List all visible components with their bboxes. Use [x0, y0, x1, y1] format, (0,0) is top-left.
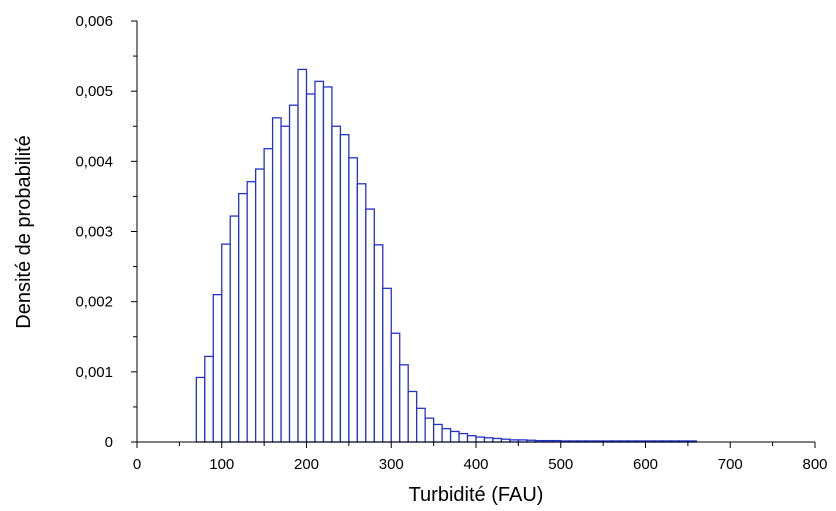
histogram-bar: [280, 125, 291, 443]
histogram-bar: [339, 134, 350, 443]
histogram-bar: [254, 168, 265, 443]
histogram-bar: [373, 244, 384, 443]
histogram-bar: [246, 181, 257, 443]
histogram-bar: [382, 287, 392, 443]
x-tick-label: 100: [209, 456, 234, 473]
histogram-bar: [229, 215, 240, 443]
x-tick-label: 600: [633, 456, 658, 473]
x-tick-label: 500: [548, 456, 573, 473]
histogram-bar: [195, 376, 206, 443]
histogram-bar: [238, 192, 248, 443]
histogram-bar: [424, 417, 435, 443]
histogram-bar: [390, 332, 401, 443]
x-tick-label: 200: [294, 456, 319, 473]
x-axis-ticks: 0 100 200 300 400 500 600 700 800: [133, 442, 828, 473]
histogram-bar: [322, 86, 333, 443]
histogram-bar: [331, 125, 342, 443]
histogram-bar: [263, 148, 274, 443]
x-tick-label: 0: [133, 456, 141, 473]
y-axis-title: Densité de probabilité: [13, 135, 35, 328]
histogram-bar: [356, 183, 367, 443]
y-axis-ticks: 0 0,001 0,002 0,003 0,004 0,005 0,006: [75, 13, 137, 451]
histogram-bar: [297, 68, 308, 443]
histogram-bar: [458, 432, 469, 443]
histogram-bar: [483, 437, 494, 443]
histogram-bar: [365, 208, 375, 443]
histogram-bar: [204, 355, 214, 443]
histogram-bar: [348, 157, 359, 443]
histogram-bar: [212, 293, 223, 443]
y-tick-label: 0: [105, 434, 113, 451]
histogram-bar: [449, 430, 460, 443]
bars-group: [195, 68, 698, 443]
histogram-bar: [288, 104, 299, 443]
histogram-bar: [407, 390, 418, 443]
histogram-bar: [416, 407, 426, 443]
y-tick-label: 0,002: [75, 294, 113, 311]
histogram-bar: [432, 423, 443, 443]
x-tick-label: 400: [463, 456, 488, 473]
histogram-bar: [221, 243, 231, 443]
x-tick-label: 800: [802, 456, 827, 473]
histogram-bar: [305, 93, 316, 443]
histogram-bar: [475, 436, 486, 443]
x-axis-title: Turbidité (FAU): [409, 484, 544, 506]
y-tick-label: 0,005: [75, 83, 113, 100]
y-tick-label: 0,001: [75, 364, 113, 381]
histogram-bar: [466, 435, 477, 443]
histogram-bar: [314, 80, 325, 443]
x-tick-label: 700: [718, 456, 743, 473]
histogram-bar: [399, 364, 409, 443]
y-tick-label: 0,004: [75, 153, 113, 170]
x-tick-label: 300: [379, 456, 404, 473]
y-tick-label: 0,006: [75, 13, 113, 30]
histogram-bar: [492, 437, 503, 443]
y-tick-label: 0,003: [75, 224, 113, 241]
histogram-bar: [441, 428, 452, 443]
histogram-bar: [271, 117, 282, 443]
